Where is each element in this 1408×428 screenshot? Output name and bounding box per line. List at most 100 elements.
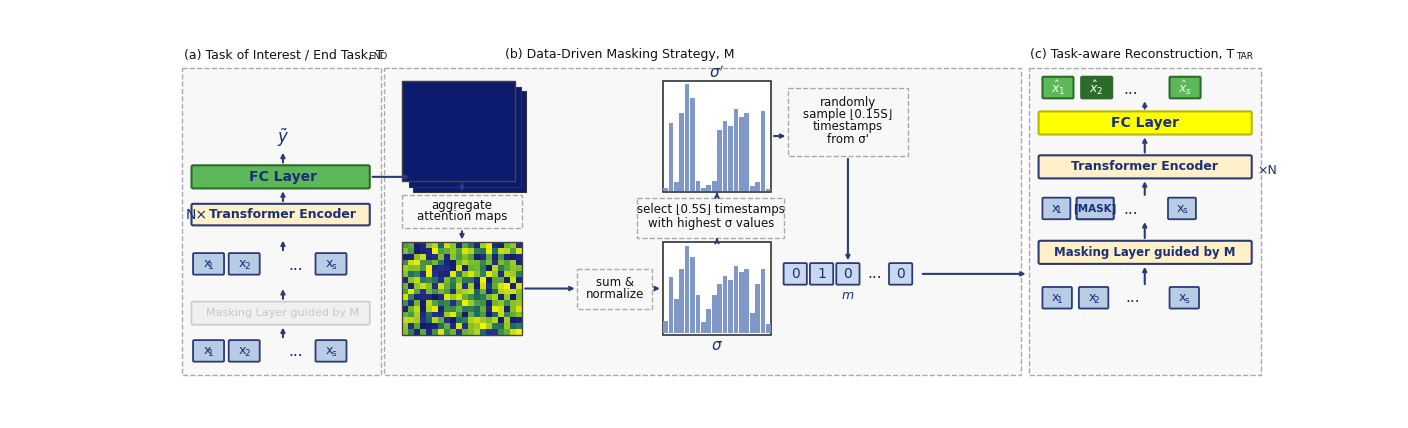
Bar xyxy=(408,248,414,254)
Bar xyxy=(414,254,421,260)
Bar xyxy=(486,260,493,265)
Bar xyxy=(487,137,493,143)
Bar xyxy=(403,294,408,300)
Bar xyxy=(438,248,445,254)
Bar xyxy=(421,323,427,329)
Bar xyxy=(469,294,474,300)
Bar xyxy=(469,254,474,260)
Bar xyxy=(745,269,749,333)
Bar xyxy=(480,265,486,271)
Bar xyxy=(493,143,498,149)
Bar xyxy=(436,168,442,175)
Bar xyxy=(414,156,420,162)
Bar xyxy=(459,131,465,137)
Bar xyxy=(487,118,493,125)
Bar xyxy=(453,168,459,175)
Bar xyxy=(413,92,525,191)
Bar xyxy=(690,98,696,191)
Bar xyxy=(504,318,511,323)
Bar xyxy=(504,248,511,254)
Bar xyxy=(504,254,511,260)
Bar xyxy=(480,277,486,283)
Bar xyxy=(474,294,480,300)
Bar xyxy=(453,156,459,162)
Bar xyxy=(487,149,493,156)
Bar xyxy=(486,288,493,294)
Bar xyxy=(414,80,420,87)
Text: x: x xyxy=(203,257,211,270)
Bar xyxy=(498,294,504,300)
Bar xyxy=(448,106,453,112)
Bar xyxy=(480,318,486,323)
Bar xyxy=(476,137,482,143)
Bar xyxy=(462,300,469,306)
Bar xyxy=(474,318,480,323)
Bar xyxy=(469,248,474,254)
Bar xyxy=(696,181,700,191)
Bar xyxy=(431,175,436,181)
Bar xyxy=(470,168,476,175)
Bar xyxy=(511,294,517,300)
Bar xyxy=(448,118,453,125)
Bar xyxy=(408,312,414,318)
Bar xyxy=(474,277,480,283)
Bar xyxy=(493,118,498,125)
Bar xyxy=(465,125,470,131)
Bar xyxy=(448,149,453,156)
Bar xyxy=(408,87,414,93)
Text: (a) Task of Interest / End Task, T: (a) Task of Interest / End Task, T xyxy=(184,48,383,61)
Bar xyxy=(408,242,414,248)
Bar xyxy=(465,87,470,93)
Bar xyxy=(482,118,487,125)
Bar xyxy=(432,260,438,265)
Bar xyxy=(445,242,451,248)
Bar xyxy=(453,131,459,137)
Bar xyxy=(445,248,451,254)
Bar xyxy=(453,175,459,181)
Bar xyxy=(414,288,421,294)
Bar xyxy=(476,112,482,118)
Bar xyxy=(498,87,504,93)
Bar xyxy=(511,300,517,306)
Bar xyxy=(403,283,408,288)
Bar xyxy=(493,288,498,294)
Bar xyxy=(414,112,420,118)
Bar xyxy=(498,265,504,271)
Bar xyxy=(498,80,504,87)
FancyBboxPatch shape xyxy=(1077,198,1114,219)
Bar xyxy=(445,300,451,306)
Bar xyxy=(420,118,425,125)
Bar xyxy=(465,118,470,125)
Bar xyxy=(459,125,465,131)
Bar xyxy=(504,300,511,306)
Bar xyxy=(469,271,474,277)
Bar xyxy=(445,277,451,283)
Bar xyxy=(498,137,504,143)
Bar xyxy=(510,162,515,168)
Bar xyxy=(420,149,425,156)
Bar xyxy=(476,156,482,162)
Bar xyxy=(504,156,510,162)
Bar xyxy=(453,87,459,93)
Bar xyxy=(432,329,438,335)
Bar xyxy=(432,318,438,323)
Bar xyxy=(425,112,431,118)
Bar xyxy=(504,99,510,106)
Bar xyxy=(480,242,486,248)
Bar xyxy=(432,283,438,288)
Text: sample ⌊0.15S⌋: sample ⌊0.15S⌋ xyxy=(803,108,893,121)
Bar xyxy=(498,260,504,265)
Text: x: x xyxy=(325,257,334,270)
Bar xyxy=(482,87,487,93)
Bar xyxy=(760,269,766,333)
Bar xyxy=(487,125,493,131)
Bar xyxy=(425,93,431,99)
Bar xyxy=(414,175,420,181)
Bar xyxy=(482,156,487,162)
Bar xyxy=(493,156,498,162)
Bar xyxy=(425,118,431,125)
Bar xyxy=(482,106,487,112)
Bar xyxy=(442,106,448,112)
Bar xyxy=(420,175,425,181)
Bar xyxy=(487,143,493,149)
